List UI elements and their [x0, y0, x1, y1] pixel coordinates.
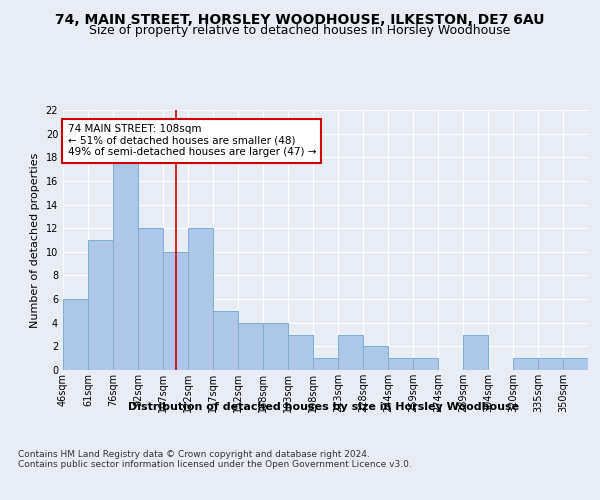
- Bar: [413, 358, 438, 370]
- Text: Contains HM Land Registry data © Crown copyright and database right 2024.
Contai: Contains HM Land Registry data © Crown c…: [18, 450, 412, 469]
- Bar: [313, 358, 338, 370]
- Y-axis label: Number of detached properties: Number of detached properties: [30, 152, 40, 328]
- Bar: [63, 299, 88, 370]
- Bar: [188, 228, 213, 370]
- Bar: [563, 358, 588, 370]
- Bar: [238, 322, 263, 370]
- Bar: [338, 334, 363, 370]
- Bar: [213, 311, 238, 370]
- Bar: [463, 334, 488, 370]
- Bar: [363, 346, 388, 370]
- Text: Distribution of detached houses by size in Horsley Woodhouse: Distribution of detached houses by size …: [128, 402, 520, 412]
- Text: Size of property relative to detached houses in Horsley Woodhouse: Size of property relative to detached ho…: [89, 24, 511, 37]
- Bar: [113, 158, 138, 370]
- Bar: [163, 252, 188, 370]
- Bar: [263, 322, 288, 370]
- Bar: [388, 358, 413, 370]
- Bar: [138, 228, 163, 370]
- Text: 74, MAIN STREET, HORSLEY WOODHOUSE, ILKESTON, DE7 6AU: 74, MAIN STREET, HORSLEY WOODHOUSE, ILKE…: [55, 12, 545, 26]
- Bar: [513, 358, 538, 370]
- Bar: [538, 358, 563, 370]
- Bar: [288, 334, 313, 370]
- Bar: [88, 240, 113, 370]
- Text: 74 MAIN STREET: 108sqm
← 51% of detached houses are smaller (48)
49% of semi-det: 74 MAIN STREET: 108sqm ← 51% of detached…: [67, 124, 316, 158]
